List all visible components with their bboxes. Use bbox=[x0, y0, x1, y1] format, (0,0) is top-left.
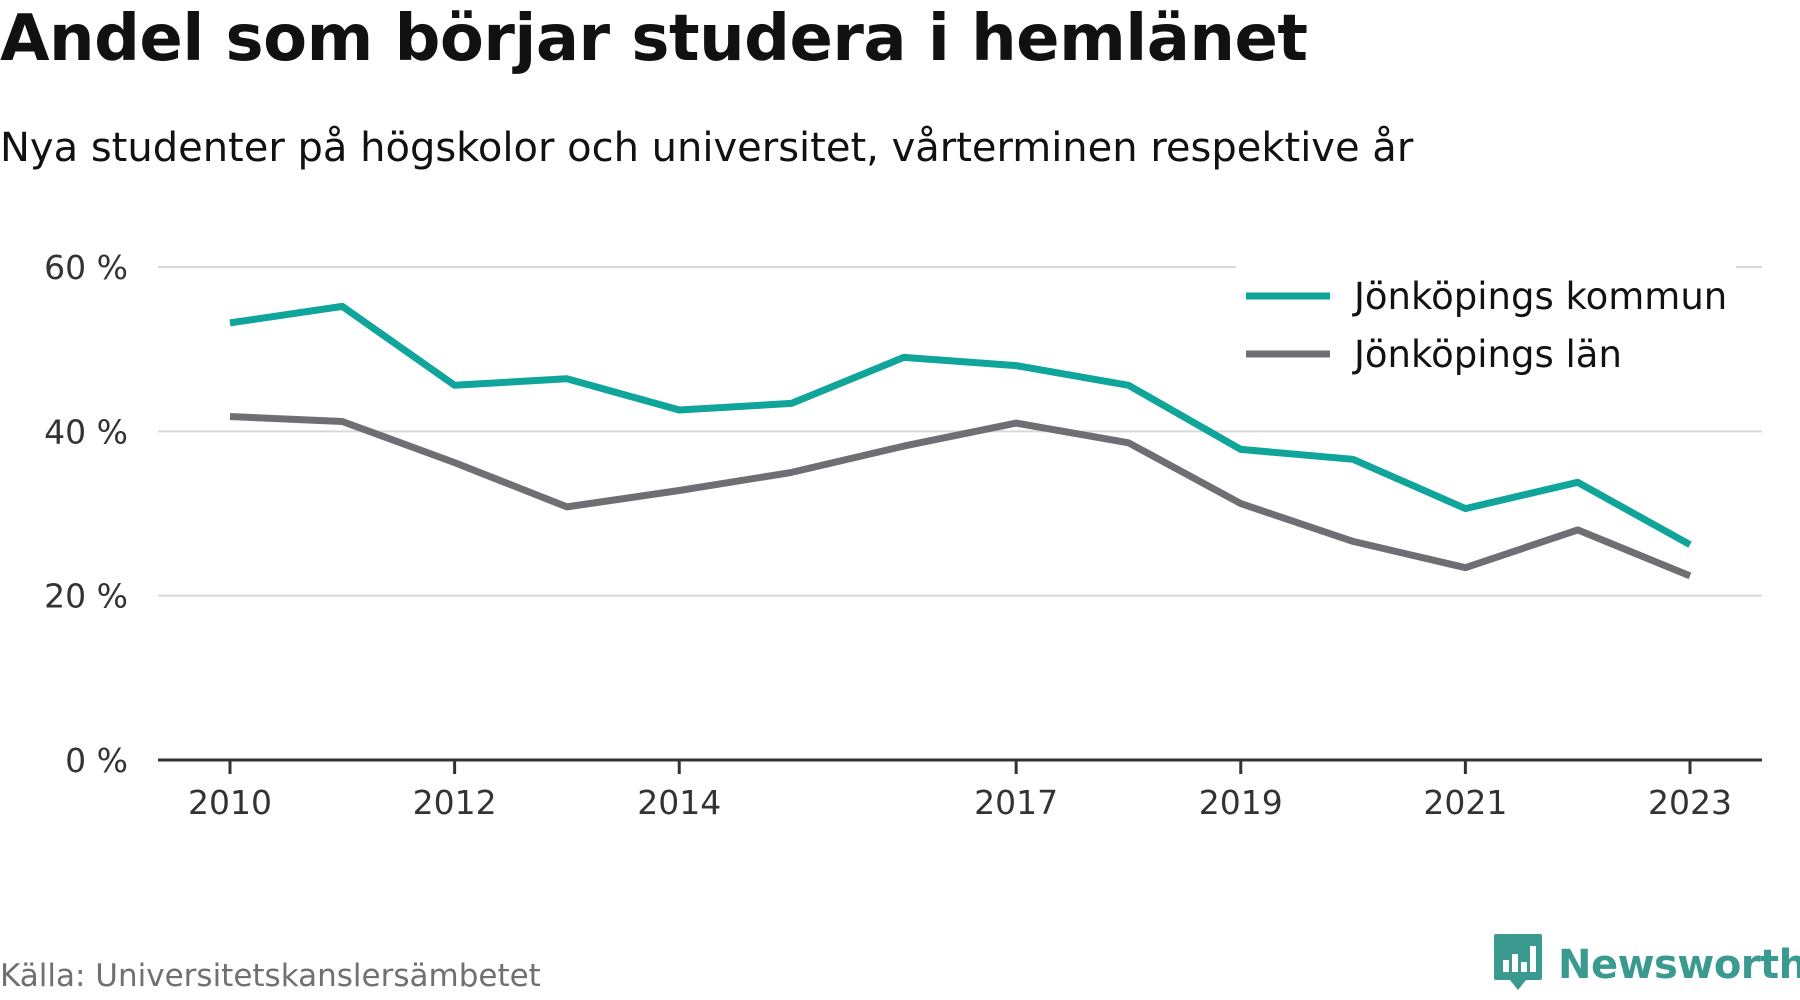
chat-bubble-bar-chart-icon bbox=[1492, 932, 1544, 998]
y-tick-label: 40 % bbox=[44, 412, 128, 451]
series-line-1 bbox=[229, 413, 1692, 580]
series-lines bbox=[229, 302, 1692, 580]
y-axis: 0 % 20 % 40 % 60 % bbox=[44, 248, 128, 780]
legend: Jönköpings kommun Jönköpings län bbox=[1236, 256, 1736, 386]
x-tick-label: 2017 bbox=[974, 783, 1058, 822]
legend-background bbox=[1236, 256, 1736, 386]
x-tick-label: 2012 bbox=[413, 783, 497, 822]
x-tick-label: 2021 bbox=[1423, 783, 1507, 822]
chart-title: Andel som börjar studera i hemlänet bbox=[0, 2, 1308, 76]
series-line-0 bbox=[229, 302, 1692, 548]
source-note: Källa: Universitetskanslersämbetet bbox=[0, 958, 541, 994]
x-axis: 2010 2012 2014 2017 2019 2021 2023 bbox=[158, 758, 1762, 822]
legend-label: Jönköpings län bbox=[1352, 333, 1622, 376]
chart-subtitle: Nya studenter på högskolor och universit… bbox=[0, 125, 1414, 171]
x-tick-label: 2010 bbox=[188, 783, 272, 822]
x-tick-label: 2023 bbox=[1648, 783, 1732, 822]
brand-logo: Newsworthy bbox=[1492, 932, 1800, 998]
y-tick-label: 60 % bbox=[44, 248, 128, 287]
y-tick-label: 0 % bbox=[65, 741, 128, 780]
y-tick-label: 20 % bbox=[44, 577, 128, 616]
legend-label: Jönköpings kommun bbox=[1352, 275, 1727, 318]
brand-name: Newsworthy bbox=[1558, 942, 1800, 988]
x-tick-label: 2014 bbox=[637, 783, 721, 822]
x-tick-label: 2019 bbox=[1199, 783, 1283, 822]
